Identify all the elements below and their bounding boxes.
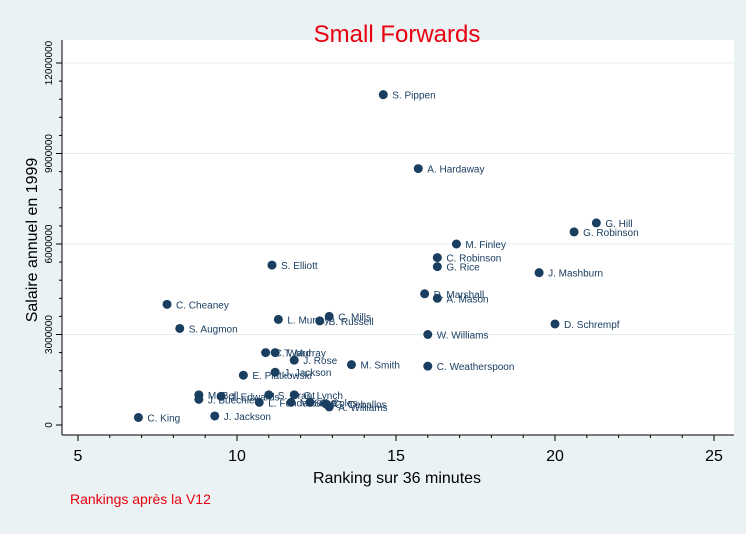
data-point-label: C. Cheaney xyxy=(176,300,229,311)
x-tick-label: 10 xyxy=(228,448,246,465)
data-point-label: G. Rice xyxy=(446,263,480,274)
data-point xyxy=(378,90,388,100)
data-point xyxy=(289,390,299,400)
y-tick-label: 6000000 xyxy=(44,224,55,263)
data-point-label: M. Finley xyxy=(465,240,506,251)
data-point xyxy=(315,316,325,326)
y-tick-label: 0 xyxy=(44,422,55,428)
x-tick-label: 20 xyxy=(546,448,564,465)
data-point xyxy=(423,361,433,371)
data-point-label: L. Murray xyxy=(287,315,329,326)
data-point xyxy=(534,268,544,278)
data-point xyxy=(432,293,442,303)
data-point-label: L. Funderburke xyxy=(268,398,336,409)
data-point-label: G. Lynch xyxy=(303,391,343,402)
data-point xyxy=(194,394,204,404)
data-point xyxy=(413,164,423,174)
data-point-label: G. Hill xyxy=(605,219,632,230)
data-point-label: C. Weatherspoon xyxy=(437,362,515,373)
data-point xyxy=(550,319,560,329)
data-point xyxy=(273,314,283,324)
data-point xyxy=(423,330,433,339)
data-point-label: J. Mashburn xyxy=(548,269,603,280)
data-point xyxy=(261,348,271,358)
chart-title: Small Forwards xyxy=(314,21,481,48)
data-point-label: C. Ward xyxy=(275,349,311,360)
y-tick-label: 12000000 xyxy=(44,40,55,85)
data-point xyxy=(432,253,442,263)
data-point xyxy=(569,227,579,237)
data-point xyxy=(238,370,248,380)
data-point-label: C. Robinson xyxy=(446,254,501,265)
data-point xyxy=(216,391,226,401)
data-point xyxy=(305,397,315,407)
data-point-label: J. Jackson xyxy=(284,368,331,379)
x-tick-label: 25 xyxy=(705,448,723,465)
data-point-label: C. Coles xyxy=(319,398,357,409)
data-point xyxy=(451,239,461,249)
data-point-label: J. Rose xyxy=(303,356,337,367)
data-point xyxy=(162,299,172,309)
data-point-label: G. Robinson xyxy=(583,228,639,239)
data-point-label: A. Hardaway xyxy=(427,165,484,176)
x-axis-label: Ranking sur 36 minutes xyxy=(313,470,481,487)
axes xyxy=(61,40,734,436)
data-point xyxy=(591,218,601,228)
data-point-label: S. Elliott xyxy=(281,261,318,272)
data-point xyxy=(133,412,143,422)
data-point-label: C. Mills xyxy=(338,312,371,323)
y-axis-ticks: 0 3000000 6000000 9000000 12000000 xyxy=(44,40,62,428)
data-point-label: J. Buechler xyxy=(208,395,259,406)
x-tick-label: 15 xyxy=(387,448,405,465)
data-point-label: C. Ceballos xyxy=(335,400,387,411)
data-point xyxy=(432,262,442,272)
data-point xyxy=(346,360,356,370)
data-point-label: B. Russell xyxy=(329,317,374,328)
data-point xyxy=(210,411,220,421)
data-point-label: A. Williams xyxy=(338,403,387,414)
x-tick-label: 5 xyxy=(74,448,83,465)
data-point-label: S. Pippen xyxy=(392,91,435,102)
data-point xyxy=(270,348,280,358)
data-point-label: W. Williams xyxy=(437,331,489,342)
y-tick-label: 3000000 xyxy=(44,315,55,354)
data-point-label: E. Piatkowski xyxy=(252,371,311,382)
data-point-label: M. Scott xyxy=(300,398,337,409)
x-axis-ticks: 5 10 15 20 25 xyxy=(74,435,723,465)
y-tick-label: 9000000 xyxy=(44,134,55,173)
gridlines xyxy=(62,62,734,335)
data-point xyxy=(264,390,274,400)
data-point xyxy=(270,367,280,377)
data-point xyxy=(324,311,334,321)
data-point-label: D. Schrempf xyxy=(564,320,620,331)
data-point xyxy=(420,289,430,299)
data-point-label: J. Jackson xyxy=(224,412,271,423)
data-point-label: T. Murray xyxy=(284,349,326,360)
data-point xyxy=(289,355,299,365)
rankings-note: Rankings après la V12 xyxy=(70,491,211,507)
data-point xyxy=(286,397,296,407)
data-point-label: C. King xyxy=(147,413,180,424)
data-point-label: D. Marshall xyxy=(434,290,485,301)
data-point xyxy=(175,323,185,333)
data-point-label: S. Augmon xyxy=(189,324,238,335)
data-point-label: M. Smith xyxy=(360,361,399,372)
data-point xyxy=(267,260,277,270)
data-point-label: J. Edwards xyxy=(230,392,279,403)
data-point xyxy=(324,402,334,412)
plot-area xyxy=(62,40,734,435)
data-point-label: A. Mason xyxy=(446,294,488,305)
y-axis-label: Salaire annuel en 1999 xyxy=(24,158,41,323)
data-point xyxy=(254,397,264,407)
